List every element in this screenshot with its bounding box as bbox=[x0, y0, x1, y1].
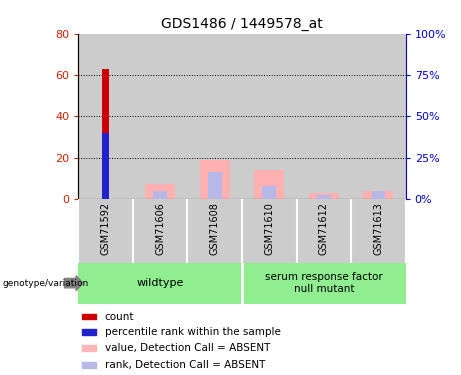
Bar bbox=[200, 160, 230, 199]
Text: GSM71608: GSM71608 bbox=[210, 202, 220, 255]
Text: GSM71606: GSM71606 bbox=[155, 202, 165, 255]
Text: GSM71592: GSM71592 bbox=[100, 202, 111, 255]
Bar bbox=[78, 262, 242, 304]
Bar bbox=[78, 34, 133, 199]
Bar bbox=[82, 345, 96, 351]
Bar bbox=[296, 34, 351, 199]
Bar bbox=[317, 195, 331, 199]
Bar bbox=[102, 69, 109, 199]
Bar bbox=[242, 34, 296, 199]
Bar bbox=[254, 170, 284, 199]
Text: percentile rank within the sample: percentile rank within the sample bbox=[105, 327, 280, 337]
Bar bbox=[133, 34, 188, 199]
Bar bbox=[351, 199, 406, 262]
Bar bbox=[82, 314, 96, 320]
Bar bbox=[145, 184, 175, 199]
Bar bbox=[372, 190, 385, 199]
Text: GSM71613: GSM71613 bbox=[373, 202, 384, 255]
Text: genotype/variation: genotype/variation bbox=[2, 279, 89, 288]
Bar bbox=[351, 34, 406, 199]
Text: count: count bbox=[105, 312, 134, 322]
Bar bbox=[78, 199, 133, 262]
Bar bbox=[154, 190, 167, 199]
Bar bbox=[242, 262, 406, 304]
Text: GSM71610: GSM71610 bbox=[264, 202, 274, 255]
Bar bbox=[82, 329, 96, 335]
Bar bbox=[262, 186, 276, 199]
Text: wildtype: wildtype bbox=[136, 278, 184, 288]
Bar bbox=[363, 190, 393, 199]
Title: GDS1486 / 1449578_at: GDS1486 / 1449578_at bbox=[161, 17, 323, 32]
Bar bbox=[102, 133, 109, 199]
Bar bbox=[188, 199, 242, 262]
Text: serum response factor
null mutant: serum response factor null mutant bbox=[265, 272, 383, 294]
Bar bbox=[188, 34, 242, 199]
Text: value, Detection Call = ABSENT: value, Detection Call = ABSENT bbox=[105, 343, 270, 353]
Bar bbox=[82, 362, 96, 368]
Text: GSM71612: GSM71612 bbox=[319, 202, 329, 255]
Bar bbox=[208, 172, 222, 199]
Bar bbox=[296, 199, 351, 262]
Text: rank, Detection Call = ABSENT: rank, Detection Call = ABSENT bbox=[105, 360, 265, 370]
Bar bbox=[133, 199, 188, 262]
Bar bbox=[309, 193, 339, 199]
Bar bbox=[242, 199, 296, 262]
